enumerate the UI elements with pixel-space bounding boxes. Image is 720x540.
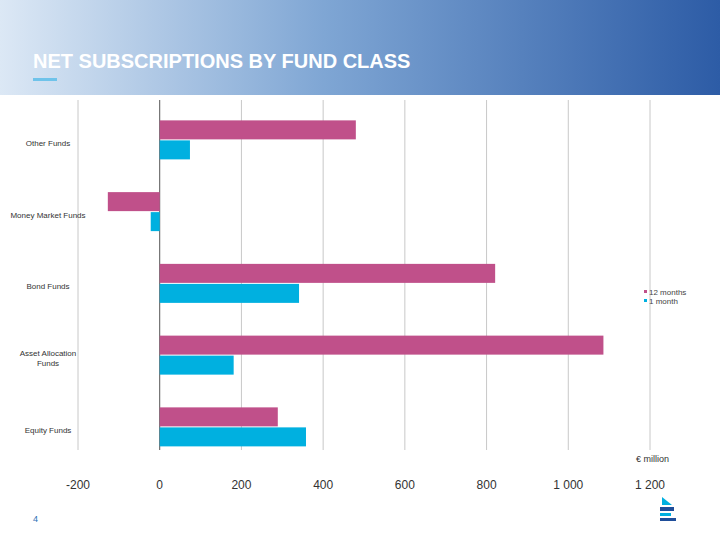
category-label: Equity Funds (10, 426, 86, 436)
bar (108, 192, 160, 211)
tick-label: -200 (66, 478, 90, 492)
bar (160, 427, 306, 446)
category-label: Asset Allocation Funds (10, 349, 86, 369)
legend-swatch (644, 299, 647, 302)
bars (108, 120, 604, 446)
tick-label: 1 200 (635, 478, 665, 492)
page: NET SUBSCRIPTIONS BY FUND CLASS -200 0 200 4… (0, 0, 720, 540)
grid-line (568, 100, 569, 450)
legend-label: 1 month (649, 297, 678, 306)
category-label: Bond Funds (10, 282, 86, 292)
tick-label: 600 (395, 478, 415, 492)
bar (151, 212, 160, 231)
bar (160, 284, 299, 303)
bar (160, 356, 234, 375)
chart: NET SUBSCRIPTIONS BY FUND CLASS -200 0 200 4… (0, 0, 720, 540)
grid-line (650, 100, 651, 450)
bar (160, 140, 190, 159)
bar (160, 336, 604, 355)
bar (160, 264, 495, 283)
title-underline (33, 78, 57, 81)
grid-line (78, 100, 79, 450)
page-number: 4 (33, 514, 38, 524)
bar (160, 120, 356, 139)
header-band (0, 0, 720, 95)
category-label: Other Funds (10, 139, 86, 149)
tick-label: 800 (477, 478, 497, 492)
category-label: Money Market Funds (10, 211, 86, 221)
legend-swatch (644, 290, 647, 293)
title: NET SUBSCRIPTIONS BY FUND CLASS (33, 50, 410, 72)
tick-label: 200 (231, 478, 251, 492)
logo (660, 497, 676, 521)
legend-label: 12 months (649, 288, 686, 297)
tick-label: 1 000 (553, 478, 583, 492)
axis-label: € million (636, 454, 669, 464)
bar (160, 407, 278, 426)
tick-label: 400 (313, 478, 333, 492)
tick-label: 0 (156, 478, 163, 492)
